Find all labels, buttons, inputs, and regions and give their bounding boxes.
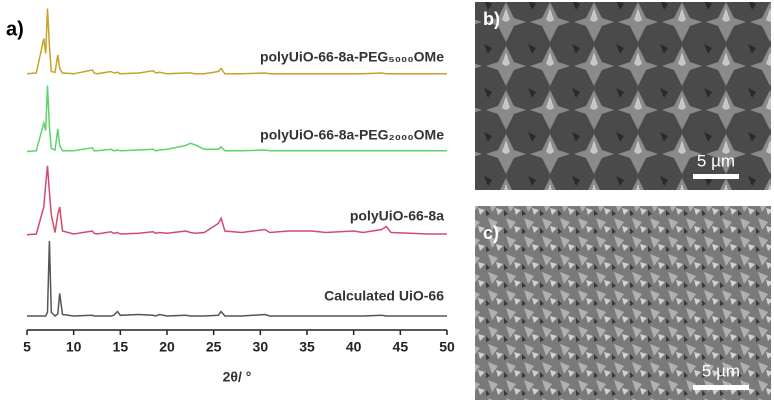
x-tick-label: 25 — [206, 339, 222, 355]
x-tick-label: 40 — [346, 339, 362, 355]
panel-label: c) — [483, 223, 499, 243]
series-line — [26, 8, 447, 75]
scale-bar-label: 5 µm — [697, 151, 735, 170]
x-tick-label: 5 — [23, 339, 31, 355]
x-tick-label: 20 — [159, 339, 175, 355]
x-tick-label: 45 — [393, 339, 409, 355]
series-label: polyUiO-66-8a-PEG₅₀₀₀OMe — [260, 49, 444, 65]
series-line — [26, 85, 447, 153]
series-line — [27, 240, 447, 318]
x-tick-label: 35 — [299, 339, 315, 355]
x-tick-label: 30 — [253, 339, 269, 355]
scale-bar — [693, 385, 749, 390]
sem-image-c: c) 5 µm — [475, 206, 771, 400]
sem-image — [475, 206, 771, 400]
scale-bar — [693, 174, 739, 179]
sem-image-b: b) 5 µm — [475, 2, 771, 190]
x-tick-label: 10 — [66, 339, 82, 355]
scale-bar-label: 5 µm — [702, 361, 740, 380]
series-line — [26, 165, 447, 236]
sem-image — [475, 2, 771, 190]
x-axis-label: 2θ/ ° — [223, 369, 252, 385]
x-tick-label: 50 — [439, 339, 455, 355]
panel-label: b) — [483, 9, 500, 29]
x-tick-label: 15 — [113, 339, 129, 355]
series-label: Calculated UiO-66 — [324, 288, 444, 304]
panel-label: a) — [6, 18, 24, 40]
series-label: polyUiO-66-8a — [350, 208, 444, 224]
series-label: polyUiO-66-8a-PEG₂₀₀₀OMe — [260, 127, 444, 143]
